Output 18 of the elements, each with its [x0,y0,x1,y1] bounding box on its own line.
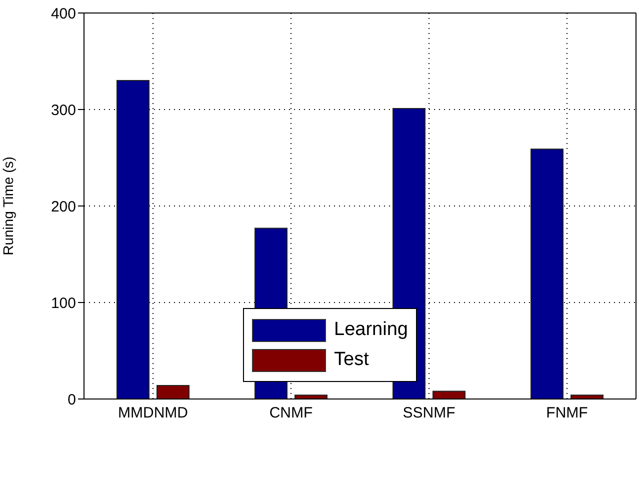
y-tick-label: 300 [50,102,76,119]
bar [570,394,604,399]
y-tick-label: 400 [50,5,76,22]
x-tick-label: SSNMF [402,404,456,422]
legend-label: Learning [334,319,408,341]
bar [116,80,150,399]
bar [294,394,328,399]
y-tick-label: 100 [50,294,76,312]
bar [156,384,190,399]
y-axis-title: Runing Time (s) [0,156,16,256]
bar [432,390,466,399]
y-tick-label: 0 [68,391,76,408]
x-tick-label: MMDNMD [118,404,188,422]
legend-label: Test [334,349,369,371]
bar [530,148,564,399]
x-tick-label: CNMF [269,404,313,422]
x-tick-label: FNMF [546,404,588,422]
y-tick-label: 200 [50,198,76,216]
